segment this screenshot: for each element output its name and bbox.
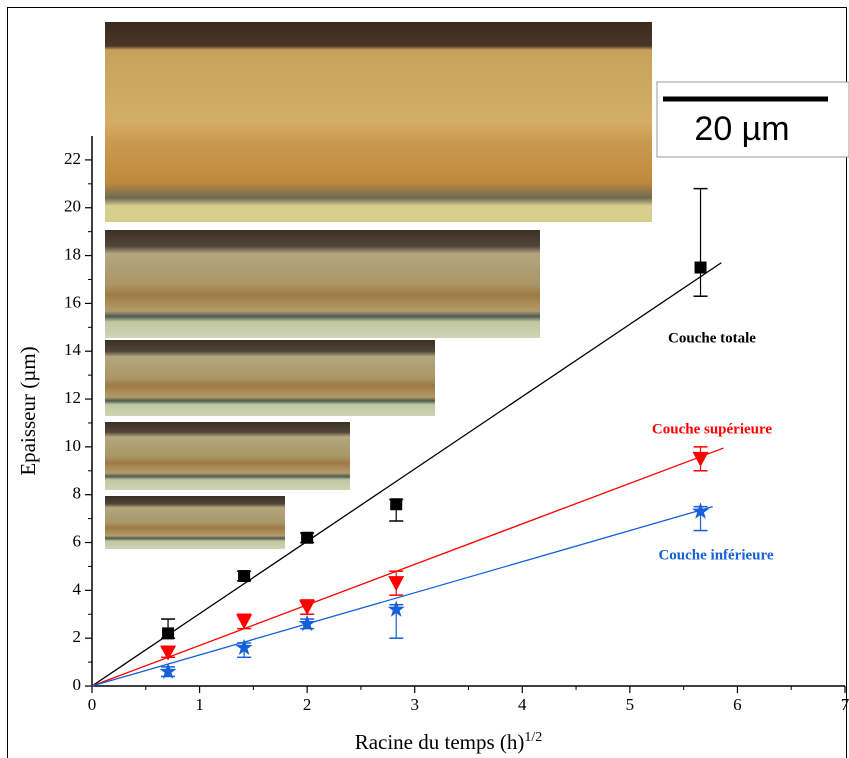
point — [235, 638, 253, 655]
point — [692, 502, 710, 519]
point — [388, 576, 405, 592]
x-axis-title: Racine du temps (h)1/2 — [355, 730, 543, 754]
micrograph — [105, 340, 435, 416]
fit-line — [91, 447, 724, 687]
fit-line — [91, 506, 713, 687]
series-label: Couche inférieure — [658, 547, 773, 563]
y-tick-label: 12 — [64, 388, 81, 407]
x-axis-title-main: Racine du temps (h) — [355, 730, 525, 754]
y-tick-label: 4 — [73, 579, 82, 598]
micrograph — [105, 230, 540, 338]
x-tick-label: 2 — [303, 695, 312, 714]
point — [390, 498, 403, 511]
series-label: Couche totale — [668, 330, 756, 346]
point — [299, 600, 316, 616]
y-tick-label: 18 — [64, 244, 81, 263]
x-tick-label: 3 — [410, 695, 419, 714]
x-axis-title-sup: 1/2 — [524, 730, 542, 745]
point — [236, 614, 253, 630]
y-axis-title: Epaisseur (µm) — [16, 346, 40, 475]
y-tick-label: 8 — [73, 484, 82, 503]
point — [238, 570, 251, 582]
point — [160, 645, 177, 661]
y-tick-label: 14 — [64, 340, 82, 359]
x-tick-label: 5 — [626, 695, 635, 714]
x-tick-label: 1 — [195, 695, 204, 714]
point — [159, 662, 177, 679]
point — [387, 600, 405, 617]
point — [692, 451, 709, 467]
x-tick-label: 7 — [841, 695, 849, 714]
point — [694, 261, 707, 274]
micrograph — [105, 496, 285, 549]
y-tick-label: 16 — [64, 292, 81, 311]
y-tick-label: 2 — [73, 627, 82, 646]
x-tick-label: 0 — [88, 695, 97, 714]
x-tick-label: 6 — [733, 695, 742, 714]
series-label: Couche supérieure — [652, 421, 772, 437]
fit-line — [91, 262, 722, 687]
y-tick-label: 20 — [64, 197, 81, 216]
y-tick-label: 0 — [73, 675, 82, 694]
y-tick-label: 10 — [64, 436, 81, 455]
micrograph — [105, 422, 350, 490]
point — [298, 614, 316, 632]
scale-label: 20 µm — [694, 110, 789, 148]
point — [162, 627, 175, 640]
frame — [7, 7, 847, 758]
x-tick-label: 4 — [518, 695, 527, 714]
micrograph — [105, 22, 652, 222]
y-tick-label: 6 — [73, 531, 82, 550]
point — [301, 531, 314, 544]
scale-box — [656, 81, 849, 158]
y-tick-label: 22 — [64, 149, 81, 168]
